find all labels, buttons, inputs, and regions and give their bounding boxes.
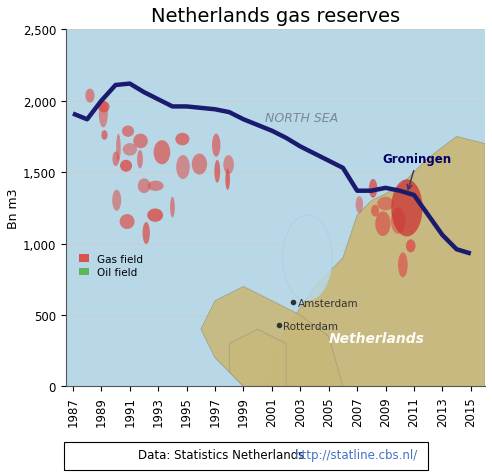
Ellipse shape: [212, 134, 220, 158]
Ellipse shape: [137, 150, 143, 169]
Ellipse shape: [122, 126, 134, 138]
Ellipse shape: [225, 169, 230, 190]
Ellipse shape: [176, 156, 190, 179]
Text: Rotterdam: Rotterdam: [283, 321, 338, 331]
Ellipse shape: [406, 240, 416, 253]
Ellipse shape: [223, 156, 234, 175]
Ellipse shape: [120, 160, 132, 172]
Polygon shape: [229, 329, 286, 387]
Ellipse shape: [170, 198, 175, 218]
Ellipse shape: [192, 154, 207, 175]
Polygon shape: [258, 137, 485, 387]
Ellipse shape: [369, 179, 377, 198]
Ellipse shape: [391, 208, 405, 234]
Text: Data: Statistics Netherlands: Data: Statistics Netherlands: [138, 448, 308, 461]
Ellipse shape: [112, 190, 121, 211]
Ellipse shape: [98, 102, 110, 113]
Ellipse shape: [356, 197, 363, 214]
Title: Netherlands gas reserves: Netherlands gas reserves: [151, 7, 400, 26]
Ellipse shape: [282, 216, 332, 301]
Ellipse shape: [215, 160, 220, 183]
Ellipse shape: [143, 223, 150, 245]
Text: NORTH SEA: NORTH SEA: [265, 111, 338, 124]
Text: Netherlands: Netherlands: [329, 331, 425, 346]
Ellipse shape: [85, 89, 94, 103]
Ellipse shape: [133, 134, 148, 149]
Ellipse shape: [138, 179, 151, 194]
Ellipse shape: [375, 212, 391, 237]
Ellipse shape: [116, 134, 121, 162]
Ellipse shape: [148, 181, 164, 191]
Ellipse shape: [371, 205, 379, 217]
Text: Groningen: Groningen: [383, 153, 452, 190]
Ellipse shape: [123, 144, 137, 156]
Ellipse shape: [398, 253, 408, 278]
Text: http://statline.cbs.nl/: http://statline.cbs.nl/: [295, 448, 419, 461]
Ellipse shape: [175, 133, 189, 146]
Ellipse shape: [147, 209, 163, 222]
Ellipse shape: [113, 152, 119, 167]
Text: Amsterdam: Amsterdam: [298, 298, 358, 308]
Ellipse shape: [99, 100, 108, 128]
Polygon shape: [201, 287, 343, 387]
Legend: Gas field, Oil field: Gas field, Oil field: [75, 250, 147, 282]
Ellipse shape: [377, 198, 394, 211]
Ellipse shape: [101, 131, 108, 140]
Y-axis label: Bn m3: Bn m3: [7, 188, 20, 228]
Ellipse shape: [120, 215, 135, 229]
Ellipse shape: [154, 141, 170, 165]
Ellipse shape: [391, 180, 423, 237]
